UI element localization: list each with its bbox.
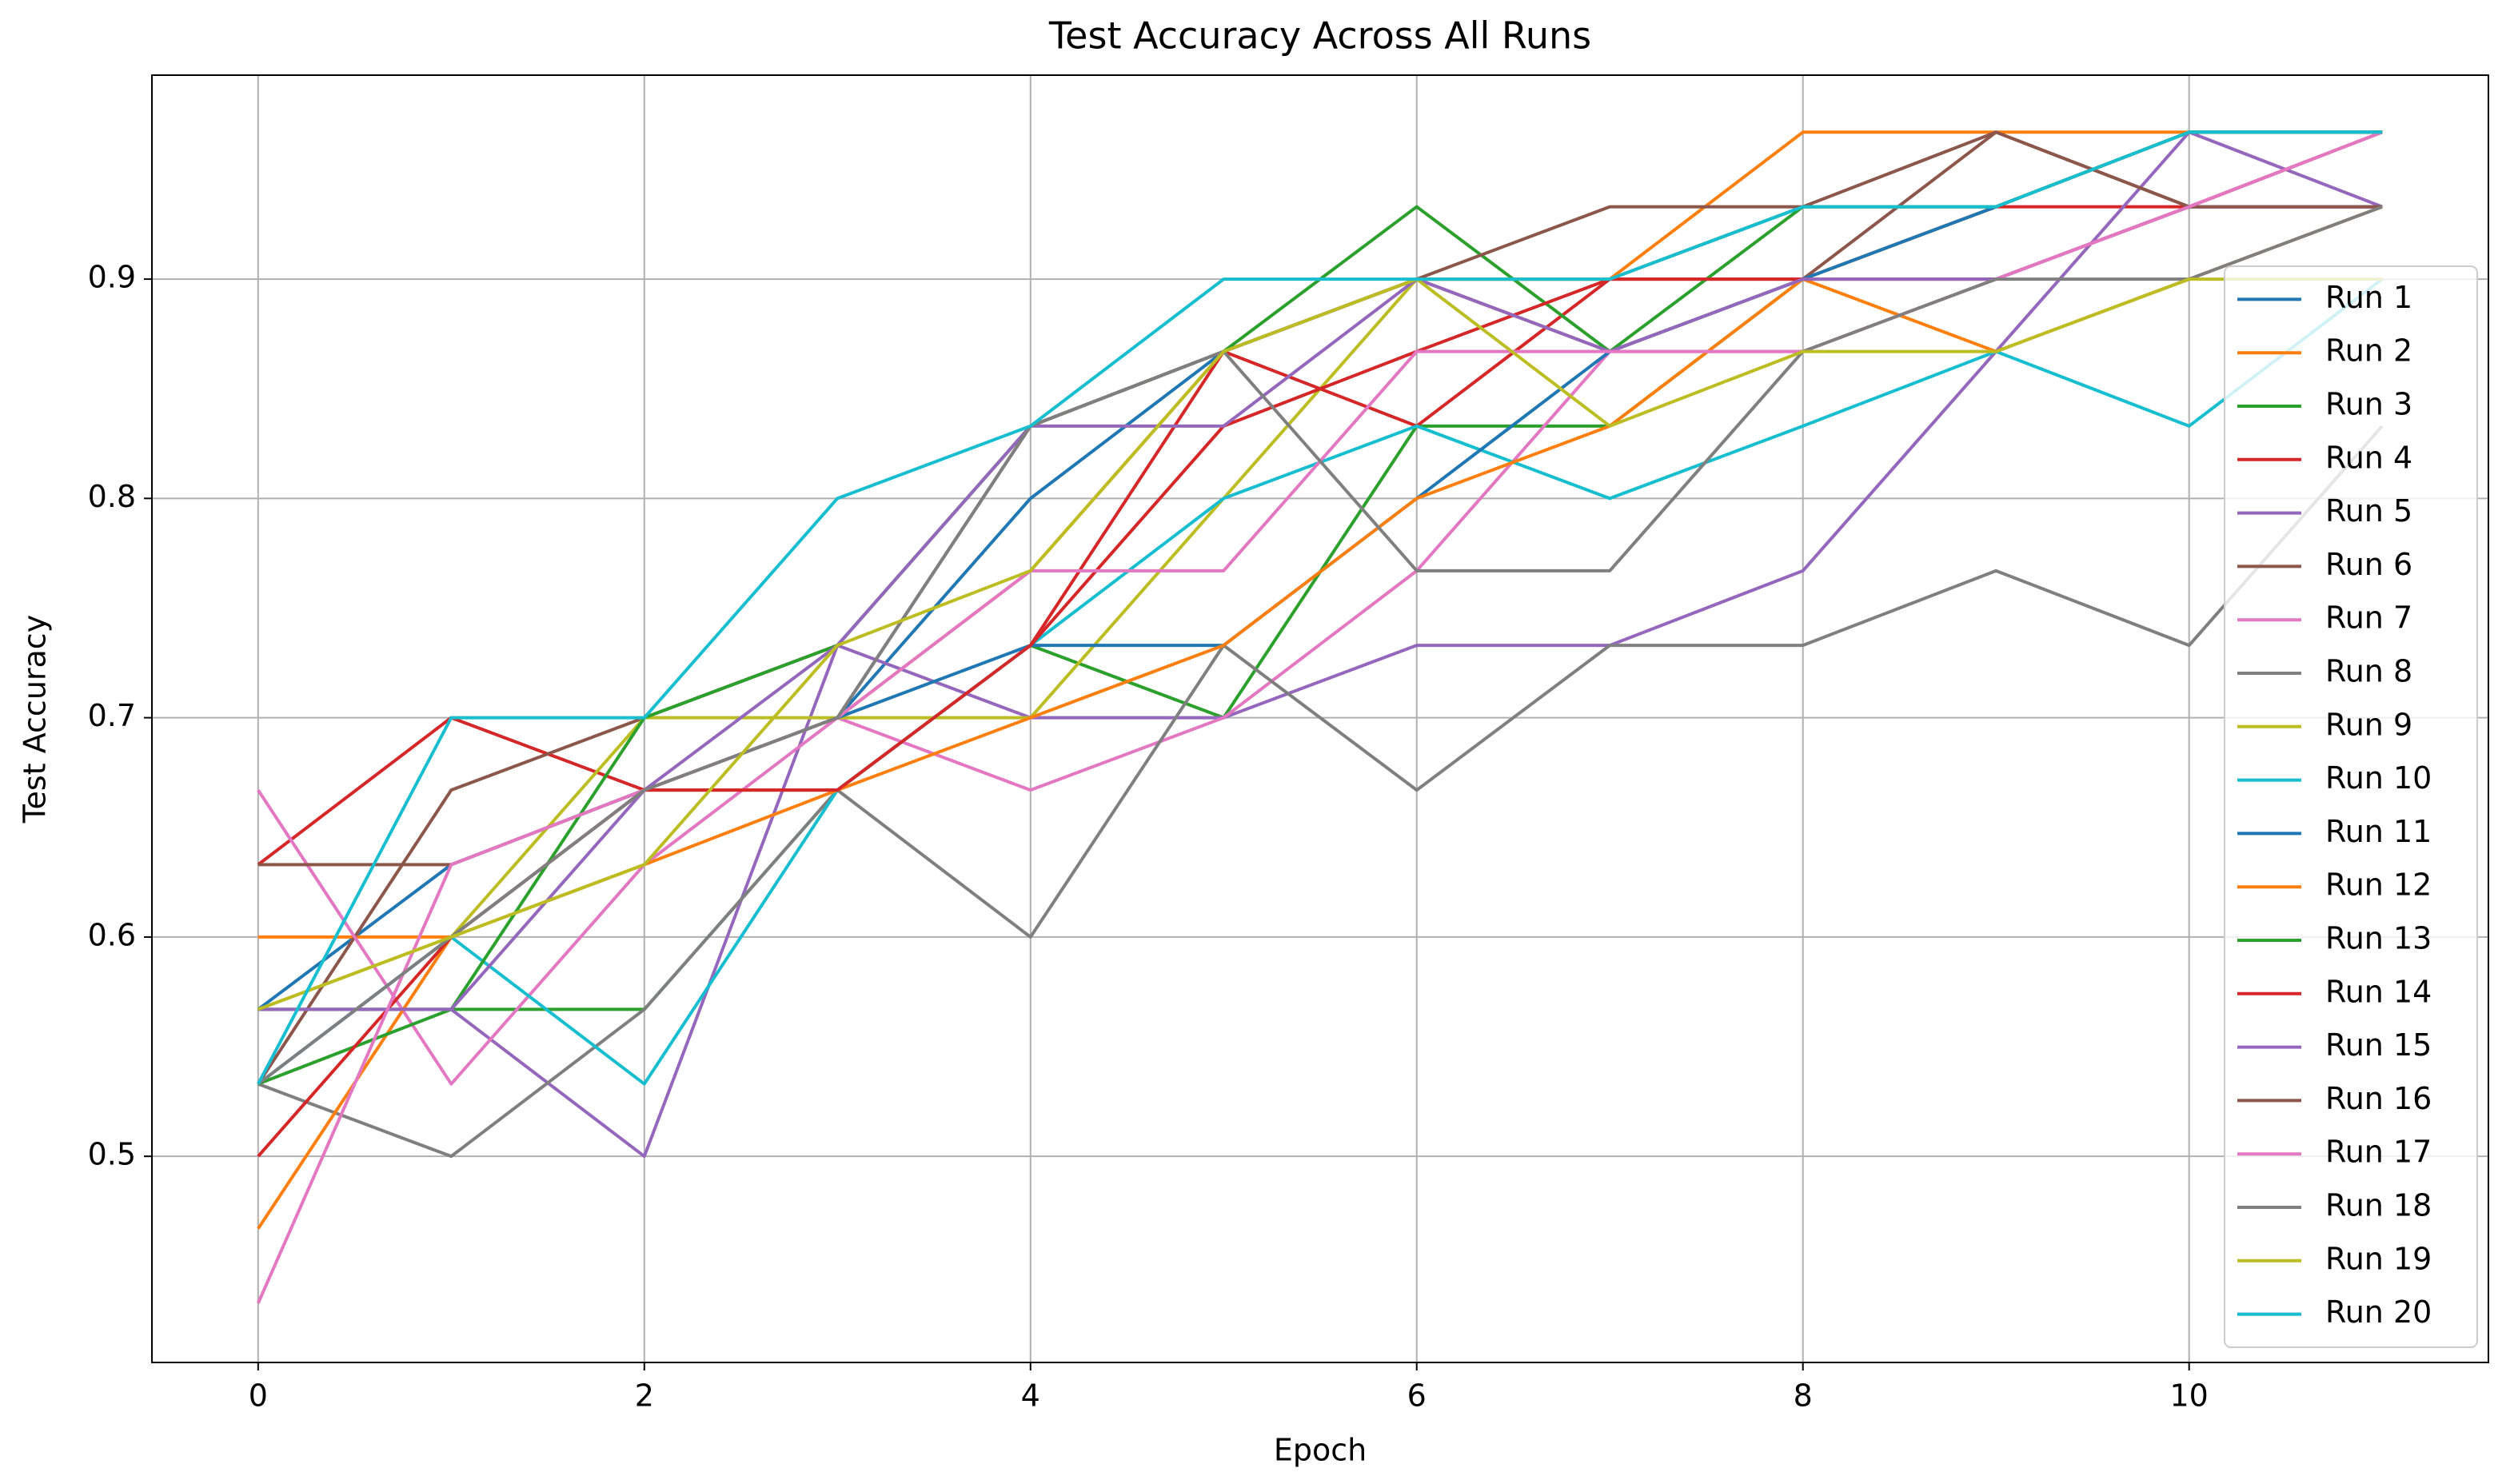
legend-label: Run 19 xyxy=(2325,1241,2432,1276)
legend-label: Run 3 xyxy=(2325,387,2412,422)
legend-label: Run 18 xyxy=(2325,1188,2432,1223)
series-line xyxy=(257,277,2383,1011)
legend-label: Run 8 xyxy=(2325,654,2412,689)
series-line xyxy=(257,130,2383,1085)
legend-label: Run 17 xyxy=(2325,1135,2432,1170)
x-tick-label: 10 xyxy=(2170,1378,2209,1414)
legend-label: Run 6 xyxy=(2325,547,2412,582)
y-tick-label: 0.5 xyxy=(88,1137,136,1172)
plot-frame xyxy=(151,74,2489,1363)
legend-label: Run 16 xyxy=(2325,1081,2432,1116)
chart-title: Test Accuracy Across All Runs xyxy=(1048,14,1591,58)
legend-label: Run 12 xyxy=(2325,868,2432,903)
legend: Run 1 Run 2 Run 3 Run 4 Run 5 Run 6 Run 7 Run 8… xyxy=(2224,265,2478,1348)
legend-label: Run 7 xyxy=(2325,600,2412,636)
legend-label: Run 20 xyxy=(2325,1295,2432,1330)
y-tick-label: 0.6 xyxy=(88,917,136,952)
legend-label: Run 5 xyxy=(2325,493,2412,529)
x-tick-label: 4 xyxy=(1021,1378,1040,1414)
legend-label: Run 15 xyxy=(2325,1027,2432,1063)
series-line xyxy=(257,205,2383,1086)
legend-label: Run 9 xyxy=(2325,707,2412,742)
series-line xyxy=(257,130,2383,1159)
series-line xyxy=(257,425,2384,1159)
legend-label: Run 4 xyxy=(2325,440,2412,475)
legend-label: Run 2 xyxy=(2325,333,2412,369)
x-axis-label: Epoch xyxy=(1274,1433,1367,1468)
legend-label: Run 13 xyxy=(2325,921,2432,956)
y-tick-label: 0.9 xyxy=(88,260,136,295)
x-tick-label: 6 xyxy=(1407,1378,1427,1414)
y-tick-label: 0.8 xyxy=(88,479,136,514)
legend-label: Run 10 xyxy=(2325,760,2432,796)
y-axis-label: Test Accuracy xyxy=(18,615,53,824)
y-tick-label: 0.7 xyxy=(88,698,136,733)
legend-box xyxy=(2224,265,2478,1348)
legend-label: Run 11 xyxy=(2325,814,2432,849)
x-tick-label: 8 xyxy=(1794,1378,1813,1414)
legend-label: Run 14 xyxy=(2325,974,2432,1009)
legend-label: Run 1 xyxy=(2325,280,2412,315)
x-tick-label: 0 xyxy=(249,1378,268,1414)
x-tick-label: 2 xyxy=(635,1378,654,1414)
